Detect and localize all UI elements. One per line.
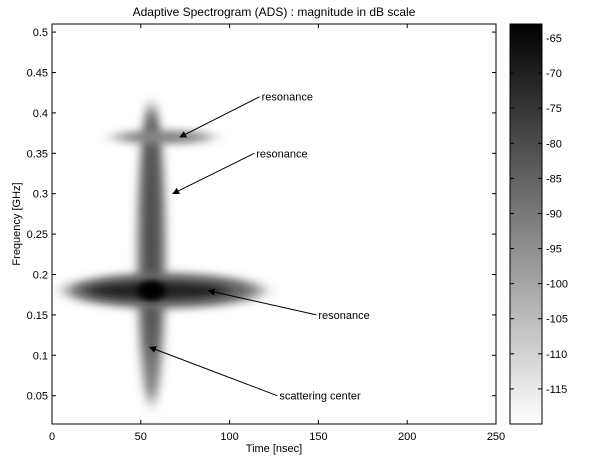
colorbar-tick-label: -105	[546, 314, 568, 326]
y-tick-label: 0.15	[27, 310, 48, 322]
colorbar-tick-label: -75	[546, 103, 562, 115]
colorbar-tick-label: -65	[546, 33, 562, 45]
x-tick-label: 50	[135, 431, 147, 443]
colorbar-tick-label: -95	[546, 244, 562, 256]
colorbar-tick-label: -115	[546, 384, 567, 396]
heat-horizontal-streak	[114, 130, 212, 145]
y-tick-label: 0.2	[33, 270, 48, 282]
x-tick-label: 250	[487, 431, 505, 443]
annotation-arrow	[179, 96, 260, 138]
y-tick-label: 0.4	[33, 108, 48, 120]
colorbar-tick-label: -110	[546, 349, 567, 361]
colorbar-tick-label: -100	[546, 279, 568, 291]
x-tick-label: 100	[220, 431, 238, 443]
y-axis-ticks: 0.05 0.1 0.15 0.2 0.25 0.3 0.35 0.4 0.45 0.5	[27, 27, 496, 403]
colorbar-tick-label: -70	[546, 68, 562, 80]
annotation-label: scattering center	[279, 391, 361, 403]
plot-area	[52, 24, 496, 424]
annotation-label: resonance	[256, 148, 307, 160]
x-axis-ticks: 0 50 100 150 200 250	[49, 24, 505, 443]
y-tick-label: 0.5	[33, 27, 48, 39]
heat-peak	[137, 280, 166, 301]
x-tick-label: 200	[398, 431, 416, 443]
y-tick-label: 0.35	[27, 148, 48, 160]
annotation-label: resonance	[318, 310, 369, 322]
annotation-arrow	[207, 288, 317, 316]
y-axis-label: Frequency [GHz]	[11, 182, 23, 265]
annotation-label: resonance	[262, 92, 313, 104]
x-tick-label: 0	[49, 431, 55, 443]
y-tick-label: 0.1	[33, 350, 48, 362]
y-tick-label: 0.25	[27, 229, 48, 241]
y-tick-label: 0.45	[27, 67, 48, 79]
heat-vertical-core	[144, 109, 159, 359]
colorbar-tick-label: -85	[546, 173, 562, 185]
plot-frame	[51, 23, 497, 425]
colorbar-tick-label: -80	[546, 138, 562, 150]
annotation-arrow	[172, 152, 255, 195]
heatmap-layer	[66, 104, 262, 404]
colorbar-tick-label: -90	[546, 208, 562, 220]
x-tick-label: 150	[309, 431, 327, 443]
colorbar	[509, 23, 543, 425]
x-axis-label: Time [nsec]	[246, 443, 302, 455]
colorbar-ticks: -65 -70 -75 -80 -85 -90 -95 -100 -105 -110 -115	[510, 33, 568, 396]
y-tick-label: 0.05	[27, 391, 48, 403]
y-tick-label: 0.3	[33, 189, 48, 201]
annotation-arrow	[149, 346, 278, 397]
chart-title: Adaptive Spectrogram (ADS) : magnitude i…	[133, 5, 416, 19]
annotations-layer: resonance resonance resonance scattering ce…	[149, 92, 370, 403]
